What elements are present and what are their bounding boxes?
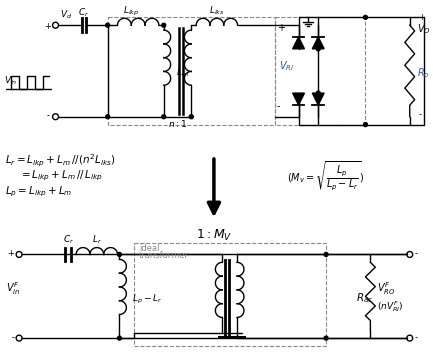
Circle shape	[316, 91, 320, 95]
Text: ideal: ideal	[139, 244, 160, 253]
Bar	[108, 17, 275, 125]
Bar	[134, 242, 326, 346]
Text: $L_p - L_r$: $L_p - L_r$	[132, 293, 162, 306]
Bar	[275, 17, 365, 125]
Text: $R_{ac}$: $R_{ac}$	[355, 291, 373, 305]
Polygon shape	[312, 93, 324, 105]
Text: $(M_v = \sqrt{\dfrac{L_p}{L_p - L_r}})$: $(M_v = \sqrt{\dfrac{L_p}{L_p - L_r}})$	[287, 159, 364, 193]
Polygon shape	[293, 37, 304, 49]
Circle shape	[316, 47, 320, 51]
Text: $V_{in}^F$: $V_{in}^F$	[6, 281, 21, 297]
Text: $C_r$: $C_r$	[78, 7, 90, 19]
Text: $L_r = L_{lkp} + L_m\,//(n^2 L_{lks})$: $L_r = L_{lkp} + L_m\,//(n^2 L_{lks})$	[5, 153, 116, 169]
Text: -: -	[11, 333, 14, 342]
Text: -: -	[415, 333, 418, 342]
Text: -: -	[415, 249, 418, 258]
Polygon shape	[312, 37, 324, 49]
Text: $V_O$: $V_O$	[417, 22, 430, 36]
Text: $L_m$: $L_m$	[175, 67, 188, 79]
Text: $V_d$: $V_d$	[60, 8, 72, 21]
Text: $R_o$: $R_o$	[417, 66, 429, 80]
Text: -: -	[277, 101, 281, 111]
Text: $L_p = L_{lkp} + L_m$: $L_p = L_{lkp} + L_m$	[5, 185, 73, 199]
Text: $L_r$: $L_r$	[92, 234, 102, 246]
Text: -: -	[46, 111, 49, 120]
Circle shape	[106, 23, 110, 27]
Text: +: +	[7, 249, 14, 258]
Circle shape	[117, 336, 121, 340]
Text: $L_{lkp}$: $L_{lkp}$	[123, 5, 139, 18]
Circle shape	[106, 115, 110, 119]
Text: $(nV_{RI}^F)$: $(nV_{RI}^F)$	[377, 299, 404, 314]
Text: $V_{RI}$: $V_{RI}$	[279, 59, 294, 73]
Circle shape	[162, 115, 166, 119]
Text: $= L_{lkp} + L_m\,//\,L_{lkp}$: $= L_{lkp} + L_m\,//\,L_{lkp}$	[19, 169, 103, 183]
Text: $C_r$: $C_r$	[63, 234, 74, 246]
Text: +: +	[419, 13, 426, 22]
Circle shape	[189, 115, 193, 119]
Text: transformer: transformer	[139, 252, 189, 260]
Circle shape	[363, 15, 368, 19]
Text: $L_{lks}$: $L_{lks}$	[209, 4, 225, 17]
Circle shape	[324, 336, 328, 340]
Circle shape	[363, 123, 368, 127]
Circle shape	[117, 253, 121, 256]
Text: +: +	[277, 23, 285, 33]
Circle shape	[324, 253, 328, 256]
Text: +: +	[44, 22, 51, 31]
Polygon shape	[293, 93, 304, 105]
Text: $n:1$: $n:1$	[168, 118, 187, 129]
Circle shape	[162, 23, 166, 27]
Text: $V_{in}$: $V_{in}$	[4, 74, 18, 87]
Text: $V_{RO}^F$: $V_{RO}^F$	[377, 280, 396, 297]
Text: $1 : M_V$: $1 : M_V$	[196, 228, 232, 243]
Text: -: -	[419, 110, 422, 119]
